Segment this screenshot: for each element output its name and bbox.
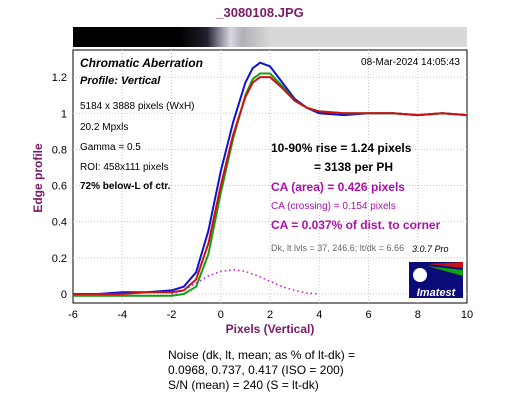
edge-image-strip <box>73 27 467 47</box>
noise-line1: Noise (dk, lt, mean; as % of lt-dk) = <box>168 348 355 362</box>
sn-line: S/N (mean) = 240 (S = lt-dk) <box>168 378 319 392</box>
y-axis-label: Edge profile <box>31 143 45 213</box>
y-tick-label: 1.2 <box>52 72 67 84</box>
y-tick-label: 0.8 <box>52 144 67 156</box>
y-tick-label: 1 <box>61 108 67 120</box>
ca-crossing: CA (crossing) = 0.154 pixels <box>271 201 396 212</box>
info-size: 5184 x 3888 pixels (WxH) <box>80 101 195 112</box>
x-tick-label: 6 <box>365 309 371 321</box>
timestamp: 08-Mar-2024 14:05:43 <box>361 57 460 68</box>
imatest-logo: Imatest <box>409 262 463 299</box>
x-tick-labels: -6 -4 -2 0 2 4 6 8 10 <box>68 309 473 321</box>
x-tick-label: 2 <box>267 309 273 321</box>
x-tick-label: 0 <box>218 309 224 321</box>
dk-levels: Dk, lt lvls = 37, 246.6; lt/dk = 6.66 <box>271 243 404 253</box>
chart-title: _3080108.JPG <box>215 5 303 20</box>
rise-per-ph: = 3138 per PH <box>314 160 393 174</box>
header-title: Chromatic Aberration <box>80 56 203 70</box>
y-tick-label: 0.4 <box>52 217 67 229</box>
ca-distance: CA = 0.037% of dist. to corner <box>271 218 441 232</box>
version-text: 3.0.7 Pro <box>412 244 449 254</box>
y-tick-label: 0.6 <box>52 181 67 193</box>
noise-line2: 0.0968, 0.737, 0.417 (ISO = 200) <box>168 363 344 377</box>
grid <box>73 50 467 303</box>
x-tick-label: -4 <box>117 309 127 321</box>
series-line-3 <box>73 76 468 295</box>
y-tick-labels: 0 0.2 0.4 0.6 0.8 1 1.2 <box>52 72 67 301</box>
x-tick-label: 10 <box>461 309 473 321</box>
y-tick-label: 0 <box>61 289 67 301</box>
x-tick-label: 8 <box>415 309 421 321</box>
info-roi: ROI: 458x111 pixels <box>80 162 169 173</box>
header-profile: Profile: Vertical <box>80 75 161 87</box>
y-tick-label: 0.2 <box>52 253 67 265</box>
x-tick-label: -2 <box>167 309 177 321</box>
ca-area: CA (area) = 0.426 pixels <box>271 180 405 194</box>
info-location: 72% below-L of ctr. <box>80 181 171 192</box>
x-tick-label: -6 <box>68 309 78 321</box>
info-gamma: Gamma = 0.5 <box>80 142 141 153</box>
logo-text: Imatest <box>417 287 457 299</box>
x-axis-label: Pixels (Vertical) <box>226 322 315 336</box>
info-mpx: 20.2 Mpxls <box>80 122 128 133</box>
rise-text: 10-90% rise = 1.24 pixels <box>271 141 412 155</box>
data-series <box>73 61 468 297</box>
x-tick-label: 4 <box>316 309 322 321</box>
series-line-4 <box>171 268 320 295</box>
